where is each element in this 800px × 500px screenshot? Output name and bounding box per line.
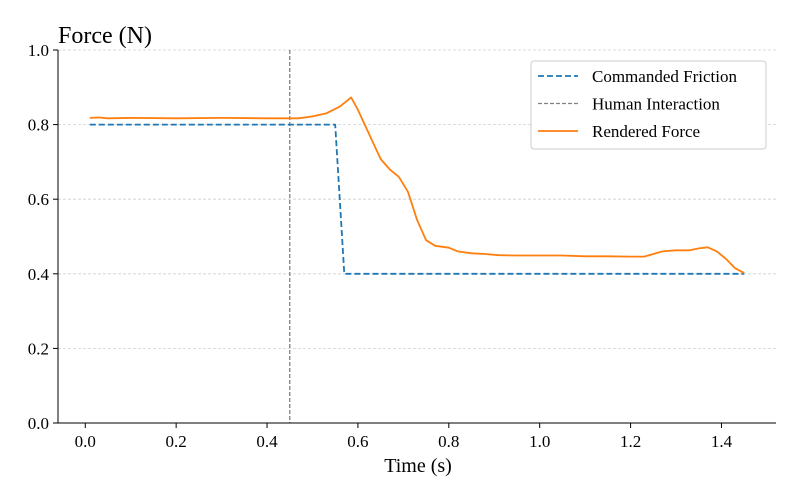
axes — [57, 50, 776, 424]
y-tick-label: 0.0 — [28, 414, 49, 433]
x-axis-title: Time (s) — [384, 455, 452, 477]
legend-label-human-interaction: Human Interaction — [592, 95, 720, 114]
commanded-friction-series-line — [89, 123, 745, 275]
x-tick-label: 1.2 — [620, 432, 641, 451]
x-tick-label: 0.2 — [166, 432, 187, 451]
x-tick-label: 1.4 — [711, 432, 733, 451]
y-tick-label: 0.8 — [28, 116, 49, 135]
y-tick-label: 0.4 — [28, 265, 50, 284]
y-tick-label: 0.2 — [28, 339, 49, 358]
legend-label-rendered-force: Rendered Force — [592, 122, 700, 141]
x-tick-label: 0.4 — [256, 432, 278, 451]
legend-box — [530, 60, 767, 150]
chart-title: Force (N) — [58, 23, 152, 49]
y-tick-label: 0.6 — [28, 190, 49, 209]
x-tick-label: 0.8 — [438, 432, 459, 451]
x-tick-label: 0.6 — [347, 432, 368, 451]
legend: Commanded Friction Human Interaction Rende… — [530, 60, 767, 150]
plot-area — [89, 50, 745, 423]
rendered-force-series-line — [89, 96, 745, 274]
ticks: 0.0 0.2 0.4 0.6 0.8 1.0 0.0 0.2 0.4 0.6 0.8 1.0 1.2 1… — [28, 41, 733, 451]
x-tick-label: 1.0 — [529, 432, 550, 451]
legend-label-commanded-friction: Commanded Friction — [592, 67, 737, 86]
x-tick-label: 0.0 — [75, 432, 96, 451]
y-tick-label: 1.0 — [28, 41, 49, 60]
